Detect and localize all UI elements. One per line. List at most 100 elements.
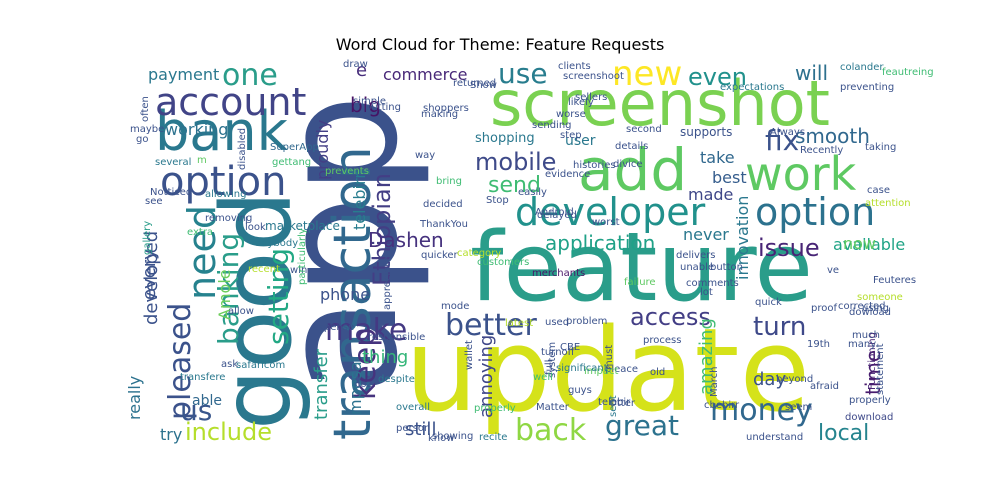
word-turn: turn [753, 312, 806, 342]
word-details: details [615, 141, 648, 152]
word-quicker: quicker [421, 250, 459, 261]
word-dowload: dowload [849, 307, 891, 318]
word-maybe: maybe [130, 124, 164, 135]
word-available: available [833, 235, 905, 254]
word-several: several [155, 157, 191, 168]
word-go: go [136, 134, 148, 145]
word-colander: colander [840, 62, 884, 73]
word-delivers: delivers [676, 250, 715, 261]
word-despite: despite [378, 374, 415, 385]
word-putting: putting [365, 102, 401, 113]
word-turnoff: turnoff [541, 347, 576, 358]
word-evidence: evidence [545, 169, 590, 180]
word-old: old [650, 367, 665, 378]
word-even: even [688, 63, 747, 91]
word-user: user [565, 133, 596, 149]
word-banking: banking [212, 233, 245, 345]
word-work: work [745, 147, 857, 201]
word-responsible: responsible [368, 332, 425, 343]
word-decided: decided [423, 199, 463, 210]
word-proudly: proudly [313, 120, 332, 180]
word-full: full [544, 360, 555, 375]
word-developed: developed [141, 231, 162, 325]
word-option: option [160, 159, 286, 205]
word-ethiopian: Ethiopian [368, 173, 396, 286]
word-new: new [612, 54, 682, 94]
word-local: local [818, 421, 869, 446]
word-returned: returned [453, 78, 496, 89]
word-mpesa: mpesa [346, 361, 365, 415]
word-time: time [861, 350, 885, 395]
word-access: access [630, 303, 711, 331]
word-many: many [848, 339, 876, 350]
word-merchants: merchants [532, 268, 585, 279]
word-never: never [683, 225, 729, 244]
word-notticed: Notticed [150, 187, 192, 198]
word-keep: keep [348, 328, 383, 400]
word-likely: likely [568, 97, 594, 108]
word-fix: fix [765, 124, 799, 157]
word-problem: problem [566, 316, 607, 327]
word-properly: properly [849, 395, 891, 406]
word-money: money [710, 393, 813, 428]
word-worst: worst [592, 217, 620, 228]
word-telebirr: telebirr [350, 172, 369, 230]
word-android: Android [535, 207, 574, 218]
word-take: take [700, 148, 735, 167]
word-step: step [560, 130, 582, 141]
word-now: now [843, 234, 876, 253]
word-day: day [753, 369, 786, 390]
word-process: process [643, 335, 681, 346]
word-understand: understand [746, 432, 803, 443]
word-sellers: sellers [575, 92, 607, 103]
word-19th: 19th [807, 339, 830, 350]
word-sending: sending [532, 120, 572, 131]
word-cbebirr: cbebirr [704, 400, 740, 411]
word-comments: comments [686, 278, 739, 289]
word-us: us [180, 394, 212, 427]
word-cbe: CBE [560, 342, 580, 353]
word-failure: failure [624, 277, 656, 288]
word-button: button [710, 262, 743, 273]
word-account: account [155, 80, 306, 124]
word-better: better [445, 308, 537, 343]
word-e: e [356, 60, 367, 81]
word-must: must [604, 345, 615, 370]
word-beyond: beyond [776, 374, 813, 385]
word-amazing: amazing [696, 318, 717, 395]
word-smooth: smooth [795, 124, 870, 148]
word-easily: easily [518, 187, 547, 198]
word-send: send [488, 173, 541, 198]
word-screenshot: screenshot [490, 67, 830, 140]
word-ve: ve [827, 265, 839, 276]
word-expectations: expectations [720, 82, 784, 93]
word-application: application [545, 231, 655, 255]
word-pleased: pleased [163, 303, 198, 420]
word-proof: proof [811, 303, 837, 314]
word-statement: statement [875, 343, 886, 395]
word-look: look [245, 222, 266, 233]
word-download: download [845, 412, 893, 423]
word-delayed: delayed [537, 210, 577, 221]
word-one: one [222, 58, 278, 93]
word-feuteres: Feuteres [873, 275, 916, 286]
word-mobile: mobile [475, 148, 556, 176]
word-gettang: gettang [272, 157, 311, 168]
chart-title: Word Cloud for Theme: Feature Requests [335, 35, 665, 54]
word-supports: supports [680, 125, 732, 139]
word-pleace: pleace [605, 364, 638, 375]
word-transfer: transfer [311, 348, 332, 420]
word-much: much [852, 330, 880, 341]
word-histories: histories [573, 160, 616, 171]
word-attention: attention [865, 198, 911, 209]
word-preventing: preventing [840, 82, 894, 93]
word-working: working [165, 120, 228, 139]
word-always: Always [770, 127, 805, 138]
word-feautreing: feautreing [882, 67, 934, 78]
word-customers: customers [477, 257, 529, 268]
word-screenshoot: screenshoot [563, 71, 624, 82]
word-recently: Recently [800, 145, 843, 156]
word-l: l [245, 216, 248, 227]
word-coz: coz [355, 379, 372, 390]
